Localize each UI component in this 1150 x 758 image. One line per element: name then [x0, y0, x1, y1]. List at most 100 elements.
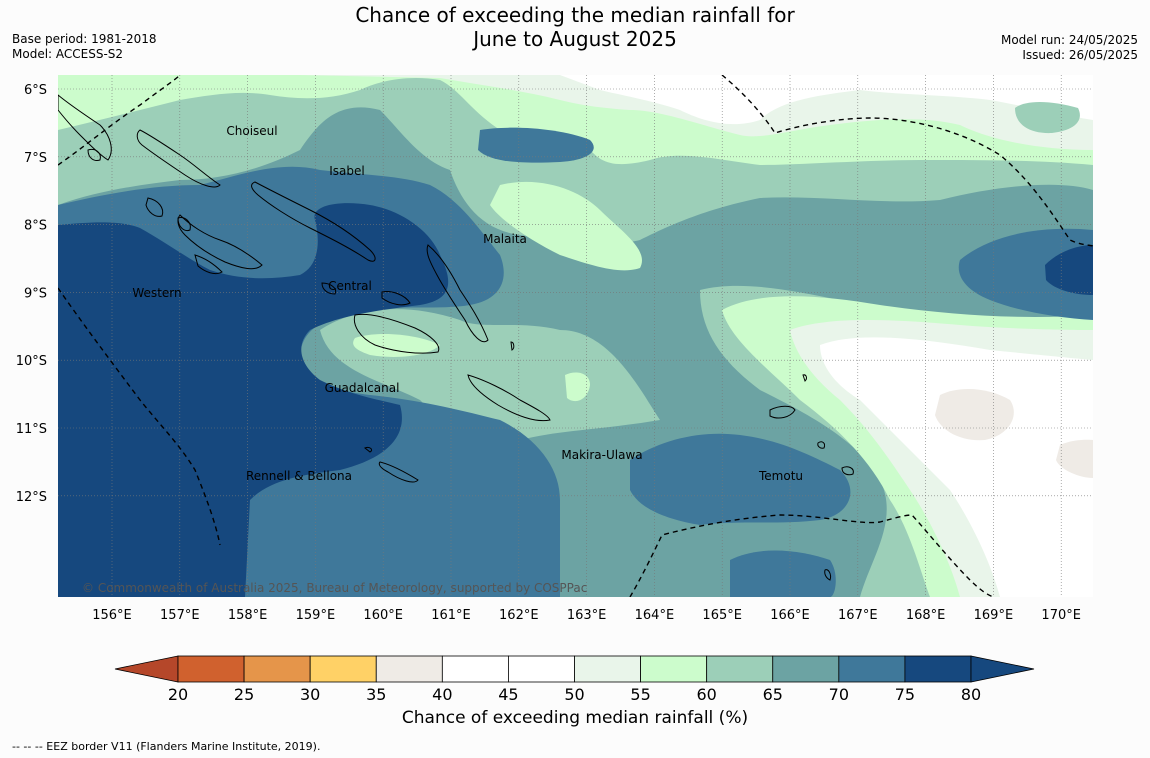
title-line-1: Chance of exceeding the median rainfall …: [355, 3, 795, 27]
graticule: [58, 75, 1093, 597]
longitude-labels: 156°E 157°E 158°E 159°E 160°E 161°E 162°E 163°E…: [92, 608, 1081, 623]
colorbar-tick-label: 80: [961, 685, 981, 700]
colorbar-segment: [177, 655, 245, 683]
contour-75-80-b: [478, 127, 594, 163]
island-rendova: [194, 254, 223, 275]
island-new-georgia: [177, 214, 263, 270]
colorbar: 20 25 30 35 40 45 50 55 60 65 70 75 80: [114, 655, 1035, 700]
lon-label: 158°E: [228, 608, 268, 623]
lat-label: 6°S: [24, 83, 47, 98]
eez-line-west: [58, 287, 221, 546]
contour-75-80-c: [630, 433, 851, 525]
contour-60-65-e: [565, 372, 590, 402]
lon-label: 161°E: [431, 608, 471, 623]
label-makira-ulawa: Makira-Ulawa: [561, 448, 642, 462]
eez-line-north-west: [58, 75, 181, 166]
colorbar-tick-label: 75: [895, 685, 915, 700]
colorbar-extend-high: [970, 655, 1035, 683]
contour-70-75-small: [1015, 102, 1080, 134]
eez-borders: [58, 75, 1093, 597]
island-isabel: [251, 181, 376, 262]
lat-label: 11°S: [16, 422, 47, 437]
island-ontong: [510, 341, 515, 351]
lat-label: 9°S: [24, 286, 47, 301]
colorbar-segment: [574, 655, 641, 683]
island-vanikoro: [841, 466, 854, 476]
colorbar-extend-low: [114, 655, 179, 683]
eez-footnote: -- -- -- EEZ border V11 (Flanders Marine…: [12, 740, 321, 753]
province-labels: Choiseul Isabel Malaita Western Central …: [132, 124, 803, 483]
label-guadalcanal: Guadalcanal: [325, 381, 400, 395]
island-rennell: [378, 461, 419, 483]
label-malaita: Malaita: [483, 232, 527, 246]
label-choiseul: Choiseul: [226, 124, 277, 138]
island-reef: [802, 374, 807, 382]
colorbar-tick-label: 25: [234, 685, 254, 700]
contour-fill: Choiseul Isabel Malaita Western Central …: [58, 75, 1093, 597]
colorbar-tick-label: 35: [366, 685, 386, 700]
colorbar-tick-label: 50: [564, 685, 584, 700]
island-vella: [145, 197, 164, 217]
colorbar-tick-label: 20: [168, 685, 188, 700]
colorbar-segment: [838, 655, 906, 683]
label-central: Central: [328, 279, 372, 293]
lat-label: 10°S: [16, 354, 47, 369]
island-malaita: [426, 244, 489, 343]
island-nggela: [381, 291, 411, 306]
lon-label: 163°E: [567, 608, 607, 623]
lon-label: 168°E: [906, 608, 946, 623]
colorbar-segment: [706, 655, 774, 683]
label-temotu: Temotu: [758, 469, 803, 483]
lon-label: 166°E: [770, 608, 810, 623]
lon-label: 165°E: [702, 608, 742, 623]
label-western: Western: [132, 286, 181, 300]
model-run: Model run: 24/05/2025: [1000, 33, 1138, 47]
contour-45-50-b: [1056, 439, 1093, 478]
meta-left: Base period: 1981-2018 Model: ACCESS-S2: [12, 32, 157, 62]
label-isabel: Isabel: [329, 164, 364, 178]
colorbar-segment: [640, 655, 708, 683]
colorbar-segment: [904, 655, 972, 683]
meta-right: Model run: 24/05/2025 Issued: 26/05/2025: [1001, 33, 1138, 63]
lon-label: 170°E: [1041, 608, 1081, 623]
lon-label: 164°E: [635, 608, 675, 623]
contour-75-80-d: [730, 550, 836, 597]
colorbar-segment: [508, 655, 575, 683]
island-ndende: [769, 405, 796, 419]
lon-label: 167°E: [838, 608, 878, 623]
colorbar-segment: [309, 655, 377, 683]
title-line-2: June to August 2025: [473, 27, 677, 51]
colorbar-tick-label: 60: [696, 685, 716, 700]
island-bellona: [364, 447, 373, 453]
contour-50-55-b: [820, 337, 1093, 597]
colorbar-segment: [375, 655, 443, 683]
colorbar-tick-label: 55: [630, 685, 650, 700]
contour-45-50: [935, 388, 1014, 441]
island-shortland: [87, 149, 101, 161]
colorbar-segment: [772, 655, 840, 683]
island-anuta: [824, 569, 831, 581]
colorbar-tick-label: 70: [829, 685, 849, 700]
base-period: Base period: 1981-2018: [12, 32, 157, 46]
contour-60-65-b: [490, 181, 642, 271]
lon-label: 157°E: [160, 608, 200, 623]
label-rennell-bellona: Rennell & Bellona: [246, 469, 352, 483]
contour-50-55: [560, 75, 1093, 125]
island-choiseul: [136, 129, 221, 188]
model-name: Model: ACCESS-S2: [12, 47, 124, 61]
lon-label: 169°E: [974, 608, 1014, 623]
lat-label: 8°S: [24, 219, 47, 234]
island-makira: [467, 374, 551, 422]
colorbar-tick-label: 45: [498, 685, 518, 700]
latitude-labels: 6°S 7°S 8°S 9°S 10°S 11°S 12°S: [16, 83, 47, 505]
copyright-text: © Commonwealth of Australia 2025, Bureau…: [82, 581, 587, 595]
coastlines: [58, 94, 854, 581]
colorbar-tick-label: 30: [300, 685, 320, 700]
lon-label: 159°E: [296, 608, 336, 623]
lon-label: 156°E: [92, 608, 132, 623]
contour-above-80-c: [58, 568, 82, 597]
island-russell: [321, 282, 337, 295]
lon-label: 160°E: [363, 608, 403, 623]
contour-above-80-b: [1045, 245, 1093, 295]
colorbar-label: Chance of exceeding median rainfall (%): [401, 708, 749, 728]
